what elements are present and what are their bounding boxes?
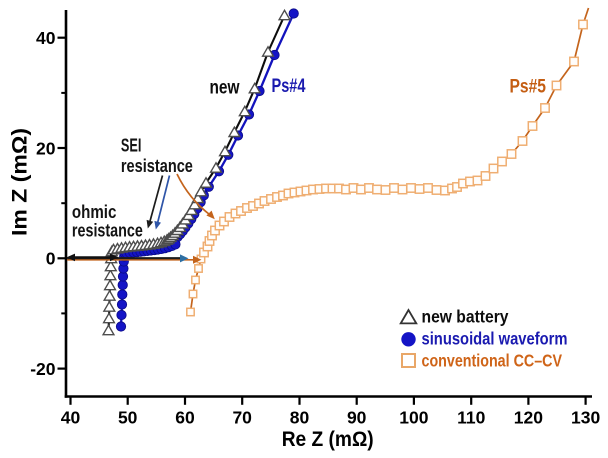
svg-text:new: new bbox=[210, 78, 240, 99]
svg-text:ohmic: ohmic bbox=[72, 202, 117, 222]
svg-text:Ps#5: Ps#5 bbox=[510, 77, 547, 98]
svg-text:60: 60 bbox=[175, 407, 195, 427]
svg-text:20: 20 bbox=[36, 138, 56, 158]
svg-text:Re Z (mΩ): Re Z (mΩ) bbox=[282, 428, 374, 451]
svg-text:100: 100 bbox=[399, 407, 428, 427]
svg-text:0: 0 bbox=[46, 249, 56, 269]
svg-text:resistance: resistance bbox=[72, 221, 143, 241]
svg-text:-20: -20 bbox=[30, 359, 56, 379]
svg-text:120: 120 bbox=[514, 407, 543, 427]
svg-text:80: 80 bbox=[290, 407, 310, 427]
svg-text:Im Z (mΩ): Im Z (mΩ) bbox=[9, 128, 32, 236]
svg-text:130: 130 bbox=[571, 407, 600, 427]
svg-text:conventional CC–CV: conventional CC–CV bbox=[422, 351, 563, 371]
svg-text:40: 40 bbox=[61, 407, 81, 427]
svg-text:new battery: new battery bbox=[422, 307, 509, 327]
svg-text:resistance: resistance bbox=[121, 156, 193, 176]
svg-text:70: 70 bbox=[232, 407, 252, 427]
svg-text:SEI: SEI bbox=[121, 136, 141, 156]
svg-text:50: 50 bbox=[118, 407, 138, 427]
svg-text:Ps#4: Ps#4 bbox=[272, 76, 306, 97]
svg-text:40: 40 bbox=[36, 28, 56, 48]
svg-text:sinusoidal waveform: sinusoidal waveform bbox=[422, 329, 568, 349]
svg-text:90: 90 bbox=[347, 407, 367, 427]
svg-text:110: 110 bbox=[457, 407, 485, 427]
